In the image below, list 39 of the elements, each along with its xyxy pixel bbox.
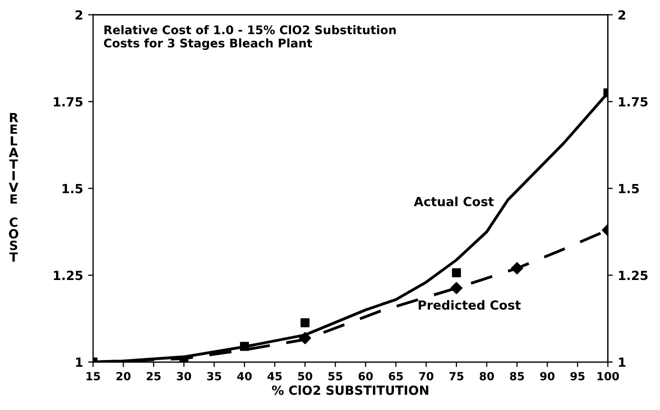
x-tick-label: 95	[570, 372, 585, 380]
series-label: Actual Cost	[414, 196, 494, 206]
x-tick-label: 55	[328, 372, 342, 380]
point	[450, 282, 463, 294]
x-tick-label: 25	[146, 372, 161, 380]
y2-tick-label: 2	[618, 10, 626, 20]
y2-tick-label: 1.25	[618, 270, 648, 280]
x-tick-label: 50	[298, 372, 312, 380]
x-tick-label: 35	[207, 372, 222, 380]
text: Relative Cost of 1.0 - 15% ClO2 Substitution Costs for 3 Stages Bleach Plant	[104, 25, 396, 50]
x-axis-title: % ClO2 SUBSTITUTION	[272, 385, 428, 395]
x-tick-label: 30	[176, 372, 192, 380]
x-tick-label: 20	[116, 372, 131, 380]
x-tick-label: 15	[86, 372, 100, 380]
y-tick-label: 1.5	[62, 184, 82, 194]
x-tick-label: 100	[598, 372, 619, 380]
y-tick-label: 1	[76, 358, 82, 367]
point	[298, 332, 312, 344]
point	[300, 318, 310, 328]
y-tick-label: 1.75	[54, 97, 82, 107]
x-tick-label: 40	[237, 372, 252, 380]
x-tick-label: 75	[449, 372, 464, 380]
y2-tick-label: 1.75	[618, 97, 648, 107]
y2-tick-label: 1	[618, 358, 626, 367]
x-tick-label: 85	[510, 372, 524, 380]
x-tick-label: 45	[268, 372, 282, 380]
x-tick-label: 80	[480, 372, 494, 380]
point	[240, 342, 249, 351]
point	[510, 262, 524, 274]
x-tick-label: 90	[540, 372, 554, 380]
x-tick-label: 65	[388, 372, 403, 380]
y-tick-label: 2	[76, 10, 82, 20]
x-tick-label: 70	[419, 372, 434, 380]
text: RELATIVE COST	[8, 112, 18, 262]
point	[452, 268, 461, 278]
series-label: Predicted Cost	[418, 300, 521, 310]
y2-tick-label: 1.5	[618, 184, 639, 194]
y-tick-label: 1.25	[54, 270, 82, 280]
x-tick-label: 60	[358, 372, 373, 380]
